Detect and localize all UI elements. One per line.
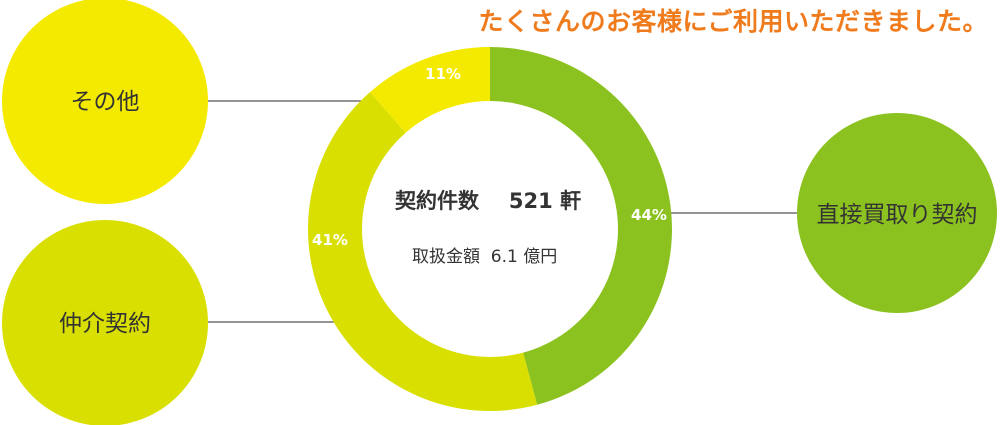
bubble-other (2, 0, 208, 204)
center-count-label: 契約件数 (394, 189, 480, 213)
headline: たくさんのお客様にご利用いただきました。 (478, 7, 988, 36)
bubble-broker (2, 220, 208, 425)
bubble-label-other: その他 (71, 89, 140, 115)
center-amount-label: 取扱金額 (412, 247, 480, 267)
pct-label-direct: 44% (631, 206, 667, 224)
center-count-value: 521 軒 (509, 189, 581, 213)
bubble-label-direct: 直接買取り契約 (817, 202, 978, 228)
pct-label-other: 11% (425, 65, 461, 83)
donut-hole (362, 101, 618, 357)
bubble-label-broker: 仲介契約 (59, 311, 151, 337)
bubble-direct (797, 113, 997, 313)
center-amount-value: 6.1 億円 (491, 247, 557, 267)
pct-label-broker: 41% (312, 231, 348, 249)
